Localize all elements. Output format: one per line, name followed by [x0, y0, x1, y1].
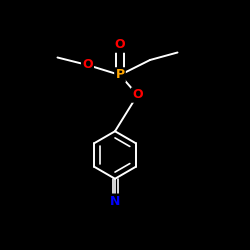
Text: O: O — [82, 58, 93, 71]
Text: N: N — [110, 195, 120, 208]
Text: P: P — [116, 68, 124, 82]
Text: O: O — [132, 88, 143, 102]
Text: O: O — [115, 38, 125, 52]
